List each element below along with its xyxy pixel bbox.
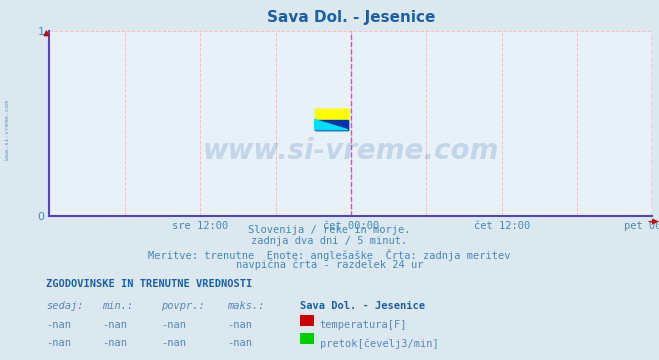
Text: www.si-vreme.com: www.si-vreme.com bbox=[5, 100, 11, 159]
Text: -nan: -nan bbox=[102, 320, 127, 330]
Text: -nan: -nan bbox=[102, 338, 127, 348]
Text: Sava Dol. - Jesenice: Sava Dol. - Jesenice bbox=[300, 301, 425, 311]
Text: pretok[čevelj3/min]: pretok[čevelj3/min] bbox=[320, 338, 438, 349]
Bar bbox=[315, 109, 348, 120]
Bar bbox=[315, 109, 348, 120]
Bar bbox=[315, 120, 348, 130]
Bar bbox=[315, 109, 348, 120]
Text: sedaj:: sedaj: bbox=[46, 301, 84, 311]
Text: Meritve: trenutne  Enote: anglešaške  Črta: zadnja meritev: Meritve: trenutne Enote: anglešaške Črta… bbox=[148, 249, 511, 261]
Text: temperatura[F]: temperatura[F] bbox=[320, 320, 407, 330]
Text: -nan: -nan bbox=[227, 320, 252, 330]
Text: ZGODOVINSKE IN TRENUTNE VREDNOSTI: ZGODOVINSKE IN TRENUTNE VREDNOSTI bbox=[46, 279, 252, 289]
Text: -nan: -nan bbox=[46, 338, 71, 348]
Text: -nan: -nan bbox=[227, 338, 252, 348]
Polygon shape bbox=[315, 120, 348, 130]
Title: Sava Dol. - Jesenice: Sava Dol. - Jesenice bbox=[267, 10, 435, 25]
Polygon shape bbox=[315, 120, 348, 130]
Text: -nan: -nan bbox=[46, 320, 71, 330]
Polygon shape bbox=[315, 120, 348, 130]
Text: navpična črta - razdelek 24 ur: navpična črta - razdelek 24 ur bbox=[236, 260, 423, 270]
Text: Slovenija / reke in morje.: Slovenija / reke in morje. bbox=[248, 225, 411, 235]
Polygon shape bbox=[315, 120, 348, 130]
Text: zadnja dva dni / 5 minut.: zadnja dva dni / 5 minut. bbox=[251, 236, 408, 246]
Text: min.:: min.: bbox=[102, 301, 133, 311]
Text: -nan: -nan bbox=[161, 338, 186, 348]
Text: povpr.:: povpr.: bbox=[161, 301, 205, 311]
Text: -nan: -nan bbox=[161, 320, 186, 330]
Text: maks.:: maks.: bbox=[227, 301, 265, 311]
Text: www.si-vreme.com: www.si-vreme.com bbox=[203, 137, 499, 165]
